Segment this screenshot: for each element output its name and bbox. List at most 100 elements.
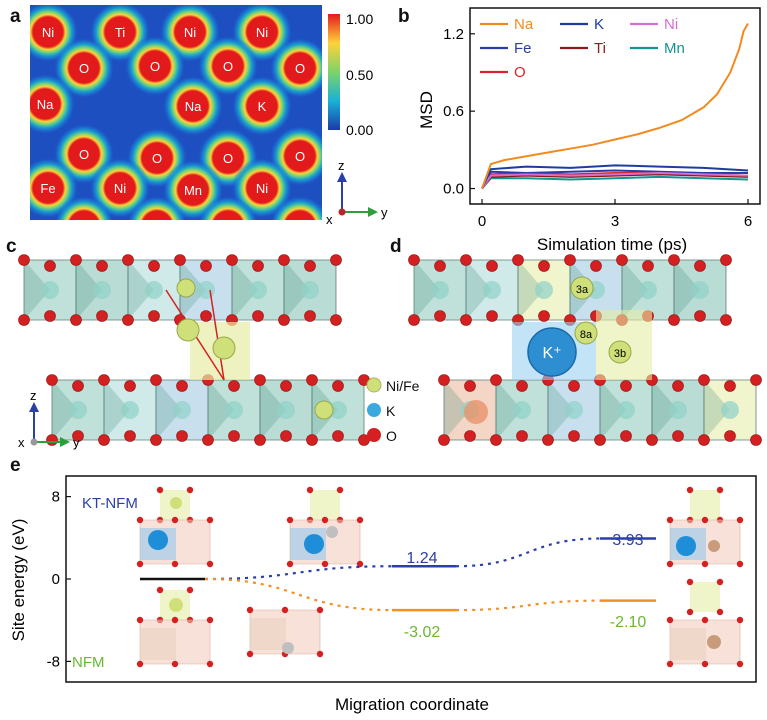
inset-tm-atom [707,635,721,649]
oxygen-atom [512,254,524,266]
octahedron-center [301,281,319,299]
svg-text:x: x [326,212,333,227]
inset-oxygen [336,486,344,494]
oxygen-atom [72,430,84,442]
oxygen-atom [330,254,342,266]
oxygen-atom [408,254,420,266]
oxygen-atom [304,260,316,272]
inset-oxygen [666,560,674,568]
inset-mid-atom [282,642,294,654]
octahedron-face [414,260,440,320]
density-atom-label: O [152,151,162,166]
nife-atom [212,336,236,360]
octahedron-face [704,380,730,440]
inset-prism [250,618,286,650]
density-atom-glow [232,76,292,136]
panel-a-density-map: Ni Ti Ni NiO O O ONa Na KO O O OFe Ni Mn Ni 1.00 0.50 … [30,5,388,227]
oxygen-atom [174,254,186,266]
octahedron-center [639,281,657,299]
msd-line-mn [481,175,749,190]
inset-oxygen [356,560,364,568]
inset-oxygen [316,606,324,614]
legend-label-ni: Ni [664,16,678,33]
octahedron-center [145,281,163,299]
oxygen-atom [590,260,602,272]
octahedron-face [548,380,574,440]
inset-oxygen [686,486,694,494]
oxygen-atom [330,314,342,326]
inset-oxygen [206,516,214,524]
oxygen-atom [176,380,188,392]
octahedron-center [69,401,87,419]
oxygen-atom [720,254,732,266]
density-atom-label: O [150,59,160,74]
inset-oxygen [156,486,164,494]
oxygen-atom [490,374,502,386]
oxygen-atom [200,260,212,272]
msd-line-fe [481,169,748,189]
energy-path-kt-nfm [455,537,601,568]
octahedron-center [41,281,59,299]
oxygen-atom [122,314,134,326]
density-atom-label: Na [37,97,54,112]
density-atom-label: Ni [114,181,126,196]
octahedron-face [232,260,258,320]
oxygen-atom [516,380,528,392]
energy-path-kt-nfm [204,565,393,581]
oxygen-atom [70,314,82,326]
oxygen-atom [642,260,654,272]
inset-oxygen [701,516,709,524]
panel-label-d: d [390,236,402,257]
legend-label-o: O [514,64,526,81]
density-atom-label: Ti [115,25,125,40]
density-atom-label: O [295,61,305,76]
energy-path-nfm [204,577,393,612]
legend-k-marker [367,403,381,417]
density-atoms: Ni Ti Ni Ni O O O O Na Na K O O O O Fe Ni Mn Ni [30,5,322,220]
oxygen-atom [332,380,344,392]
panel-label-c: c [6,236,17,257]
colorbar-tick-top: 1.00 [346,11,373,27]
oxygen-atom [750,374,762,386]
density-atom-glow [54,38,114,98]
octahedron-center [173,401,191,419]
inset-oxygen [246,650,254,658]
density-atom-label: Ni [184,25,196,40]
inset-oxygen [686,578,694,586]
octahedron-center [225,401,243,419]
oxygen-atom [724,380,736,392]
inset-oxygen [316,650,324,658]
nife-atom [176,278,196,298]
oxygen-atom [18,314,30,326]
octahedron-face [128,260,154,320]
legend-label-ti: Ti [594,40,606,57]
k-ion [527,327,577,377]
oxygen-atom [332,430,344,442]
y-axis-title: MSD [417,91,436,129]
panel-e-energy-chart: 8 0 -8 KT-NFM NFM 1.24 3.93 -3.02 -2.10 Si… [9,475,757,714]
panel-d-structure: K⁺ 3a 8a 3b [408,254,762,446]
oxygen-atom [620,380,632,392]
tm-atom [464,400,488,424]
inset-mid-atom [326,526,338,538]
svg-text:y: y [73,435,80,450]
x-axis-title: Simulation time (ps) [537,235,687,254]
oxygen-atom [280,430,292,442]
site-3b [608,340,632,364]
inset-oxygen [136,660,144,668]
inset-oxygen [356,516,364,524]
oxygen-atom [200,310,212,322]
msd-line-k [481,164,749,189]
octahedron-face [24,260,50,320]
oxygen-atom [306,374,318,386]
oxygen-atom [486,310,498,322]
bond [209,289,225,381]
octahedron-center [121,401,139,419]
colorbar-tick-mid: 0.50 [346,67,373,83]
octahedron-face [600,380,626,440]
inset-oxygen [246,606,254,614]
oxygen-atom [720,314,732,326]
legend-label-k: K [594,16,604,33]
octahedron-face [444,380,470,440]
octahedron-center [669,401,687,419]
